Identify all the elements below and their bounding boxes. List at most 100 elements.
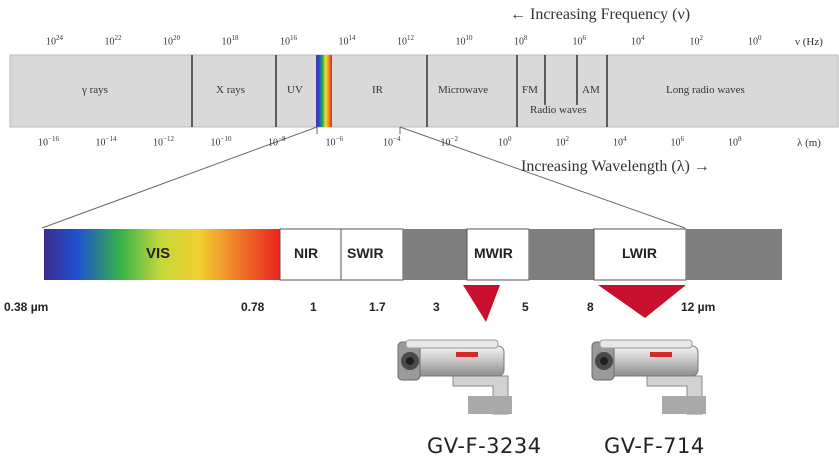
scale-label: 0.38 µm <box>4 300 49 314</box>
wavelength-caption: Increasing Wavelength (λ) → <box>521 158 710 175</box>
visible-rainbow-strip <box>316 55 332 127</box>
tick-base: 10 <box>268 137 278 149</box>
region-xray: X rays <box>216 84 246 96</box>
scale-label: 5 <box>522 300 529 314</box>
lwir-marker <box>598 285 686 318</box>
tick-exponent: 4 <box>623 135 627 143</box>
tick-base: 10 <box>555 137 566 149</box>
zoom-line-left <box>41 126 318 229</box>
vis-band <box>44 229 280 280</box>
tick-exponent: 4 <box>641 34 645 42</box>
region-uv: UV <box>287 84 303 96</box>
region-ir: IR <box>372 84 383 96</box>
scale-label: 3 <box>433 300 440 314</box>
tick-base: 10 <box>498 137 508 149</box>
tick-exponent: 2 <box>565 135 570 143</box>
camera-model-lwir: GV-F-714 <box>604 434 705 458</box>
spectrum-bar <box>9 54 839 128</box>
mwir-marker <box>463 285 500 322</box>
region-am: AM <box>582 84 600 96</box>
frequency-tick-label: 1010 <box>456 34 473 47</box>
wavelength-unit: λ (m) <box>797 137 821 149</box>
camera-gv-f-3234 <box>397 339 512 415</box>
frequency-tick-label: 1018 <box>222 34 239 47</box>
frequency-tick-label: 100 <box>748 34 762 47</box>
tick-exponent: 6 <box>582 34 587 42</box>
tick-exponent: 22 <box>114 34 122 42</box>
tick-base: 10 <box>325 137 336 149</box>
frequency-tick-label: 1020 <box>163 34 180 47</box>
frequency-tick-label: 108 <box>514 34 528 47</box>
camera-gv-f-714 <box>591 339 706 415</box>
tick-exponent: −14 <box>105 135 117 143</box>
frequency-tick-label: 102 <box>690 34 704 47</box>
tick-exponent: −6 <box>335 135 343 143</box>
tick-base: 10 <box>104 36 115 48</box>
frequency-tick-label: 104 <box>631 34 645 47</box>
camera-model-mwir: GV-F-3234 <box>427 434 542 458</box>
wavelength-tick-label: 10−2 <box>441 135 458 148</box>
tick-exponent: 10 <box>465 34 473 42</box>
wavelength-tick-label: 108 <box>728 135 742 148</box>
tick-base: 10 <box>748 36 758 48</box>
wavelength-tick-label: 10−4 <box>383 135 400 148</box>
tick-exponent: 14 <box>348 34 356 42</box>
tick-base: 10 <box>631 36 641 48</box>
tick-exponent: −16 <box>48 135 59 143</box>
tick-base: 10 <box>153 137 163 149</box>
tick-base: 10 <box>397 36 407 48</box>
tick-base: 10 <box>38 137 48 149</box>
tick-exponent: 8 <box>524 34 528 42</box>
tick-exponent: 0 <box>758 34 762 42</box>
wavelength-tick-label: 10−12 <box>153 135 174 148</box>
band-label-mwir: MWIR <box>474 245 513 261</box>
wavelength-tick-label: 102 <box>556 135 570 148</box>
region-gamma: γ rays <box>82 84 108 96</box>
gap-band <box>403 229 467 280</box>
tick-exponent: −10 <box>220 135 232 143</box>
wavelength-tick-label: 10−16 <box>38 135 59 148</box>
wavelength-tick-label: 106 <box>671 135 685 148</box>
tick-base: 10 <box>728 137 738 149</box>
wavelength-tick-label: 10−6 <box>326 135 343 148</box>
tick-exponent: −12 <box>163 135 174 143</box>
tick-base: 10 <box>46 36 56 48</box>
tick-base: 10 <box>514 36 524 48</box>
frequency-tick-label: 106 <box>573 34 587 47</box>
wavelength-tick-label: 10−14 <box>96 135 117 148</box>
scale-label: 1 <box>310 300 317 314</box>
tick-base: 10 <box>455 36 466 48</box>
tick-exponent: −2 <box>450 135 458 143</box>
band-label-nir: NIR <box>294 245 319 261</box>
frequency-caption: ← Increasing Frequency (ν) <box>510 6 691 23</box>
tick-exponent: 6 <box>680 135 685 143</box>
tick-exponent: 20 <box>173 34 180 42</box>
tick-base: 10 <box>689 36 700 48</box>
band-label-vis: VIS <box>146 245 171 262</box>
scale-label: 1.7 <box>369 300 386 314</box>
zoom-line-right <box>399 126 686 229</box>
frequency-tick-label: 1014 <box>339 34 356 47</box>
wavelength-tick-label: 10−10 <box>211 135 232 148</box>
tick-base: 10 <box>221 36 232 48</box>
tick-exponent: 8 <box>738 135 742 143</box>
tick-base: 10 <box>95 137 106 149</box>
frequency-tick-label: 1024 <box>46 34 63 47</box>
scale-label: 12 µm <box>681 300 716 314</box>
band-label-swir: SWIR <box>347 245 384 261</box>
tick-base: 10 <box>280 36 290 48</box>
frequency-tick-label: 1012 <box>397 34 414 47</box>
swir-band <box>340 228 404 281</box>
scale-label: 0.78 <box>241 300 265 314</box>
region-fm: FM <box>522 84 538 96</box>
region-long-radio: Long radio waves <box>666 84 745 96</box>
region-radio: Radio waves <box>530 104 587 116</box>
frequency-unit: ν (Hz) <box>795 36 823 48</box>
tick-exponent: 24 <box>56 34 63 42</box>
gap-band <box>686 229 782 280</box>
tick-base: 10 <box>670 137 681 149</box>
wavelength-tick-label: 104 <box>613 135 627 148</box>
frequency-tick-label: 1022 <box>105 34 122 47</box>
